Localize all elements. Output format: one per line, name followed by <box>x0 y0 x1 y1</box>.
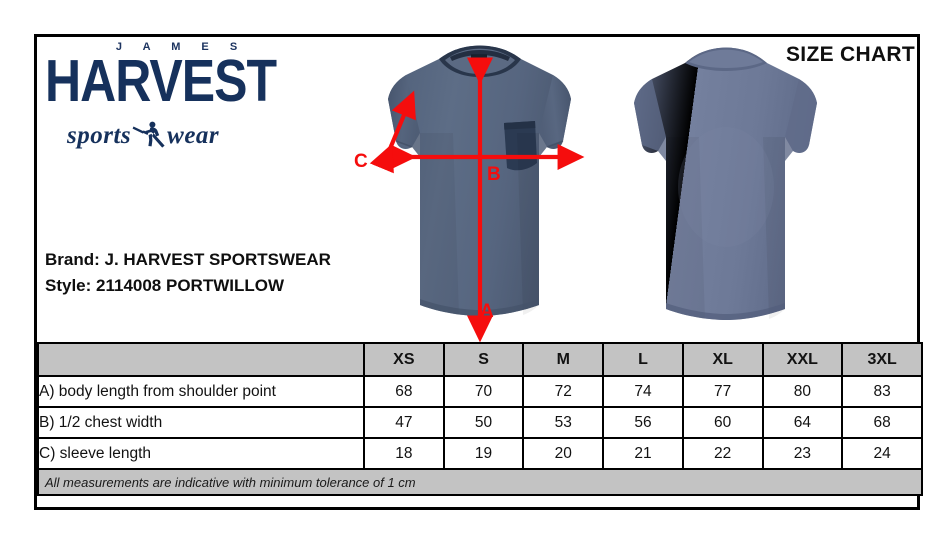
table-row: A) body length from shoulder point 68 70… <box>37 375 923 408</box>
row-label-body-length: A) body length from shoulder point <box>37 375 365 408</box>
cell-chest-width-xxl: 64 <box>761 406 844 439</box>
logo-sportswear: sports <box>45 120 275 152</box>
cell-body-length-xxl: 80 <box>761 375 844 408</box>
size-table: XS S M L XL XXL 3XL A) body length from … <box>37 342 923 496</box>
cell-body-length-xl: 77 <box>681 375 764 408</box>
size-header-xs: XS <box>363 342 445 377</box>
table-corner-cell <box>37 342 365 377</box>
row-label-chest-width: B) 1/2 chest width <box>37 406 365 439</box>
size-header-l: L <box>602 342 684 377</box>
cell-sleeve-length-m: 20 <box>522 437 605 470</box>
cell-chest-width-m: 53 <box>522 406 605 439</box>
tshirt-front-view <box>367 37 597 337</box>
logo-james-text: J A M E S <box>115 41 247 53</box>
cell-chest-width-3xl: 68 <box>841 406 923 439</box>
measure-label-c: C <box>354 151 368 172</box>
cell-body-length-s: 70 <box>442 375 525 408</box>
cell-sleeve-length-xl: 22 <box>681 437 764 470</box>
measure-label-a: A <box>480 301 494 322</box>
cell-sleeve-length-xxl: 23 <box>761 437 844 470</box>
footnote-text: All measurements are indicative with min… <box>37 468 923 496</box>
cell-chest-width-xs: 47 <box>363 406 445 439</box>
table-footnote-row: All measurements are indicative with min… <box>37 468 923 496</box>
table-row: C) sleeve length 18 19 20 21 22 23 24 <box>37 437 923 470</box>
size-chart-card: J A M E S HARVEST sports <box>34 34 923 510</box>
brand-line: Brand: J. HARVEST SPORTSWEAR <box>45 250 331 269</box>
cell-sleeve-length-3xl: 24 <box>841 437 923 470</box>
size-header-s: S <box>442 342 525 377</box>
cell-body-length-m: 72 <box>522 375 605 408</box>
cell-chest-width-l: 56 <box>602 406 684 439</box>
size-header-xl: XL <box>681 342 764 377</box>
table-row: B) 1/2 chest width 47 50 53 56 60 64 68 <box>37 406 923 439</box>
row-label-sleeve-length: C) sleeve length <box>37 437 365 470</box>
size-header-xxl: XXL <box>761 342 844 377</box>
cell-sleeve-length-s: 19 <box>442 437 525 470</box>
cell-body-length-l: 74 <box>602 375 684 408</box>
style-line: Style: 2114008 PORTWILLOW <box>45 276 285 296</box>
cell-body-length-xs: 68 <box>363 375 445 408</box>
cell-chest-width-s: 50 <box>442 406 525 439</box>
measure-label-b: B <box>487 164 501 185</box>
size-header-3xl: 3XL <box>841 342 923 377</box>
tshirt-back-view <box>613 37 843 337</box>
brand-logo: J A M E S HARVEST sports <box>45 41 277 152</box>
table-header-row: XS S M L XL XXL 3XL <box>37 342 923 377</box>
cell-sleeve-length-xs: 18 <box>363 437 445 470</box>
cell-sleeve-length-l: 21 <box>602 437 684 470</box>
product-info: Brand: J. HARVEST SPORTSWEAR Style: 2114… <box>45 247 331 300</box>
baseball-batter-silhouette-icon <box>132 120 166 148</box>
size-header-m: M <box>522 342 605 377</box>
logo-sports-text: sports <box>67 122 132 149</box>
logo-harvest-text: HARVEST <box>45 48 277 115</box>
logo-wear-text: wear <box>167 122 220 149</box>
hero-section: J A M E S HARVEST sports <box>37 37 917 342</box>
cell-chest-width-xl: 60 <box>681 406 764 439</box>
cell-body-length-3xl: 83 <box>841 375 923 408</box>
page-title: SIZE CHART <box>786 43 915 66</box>
